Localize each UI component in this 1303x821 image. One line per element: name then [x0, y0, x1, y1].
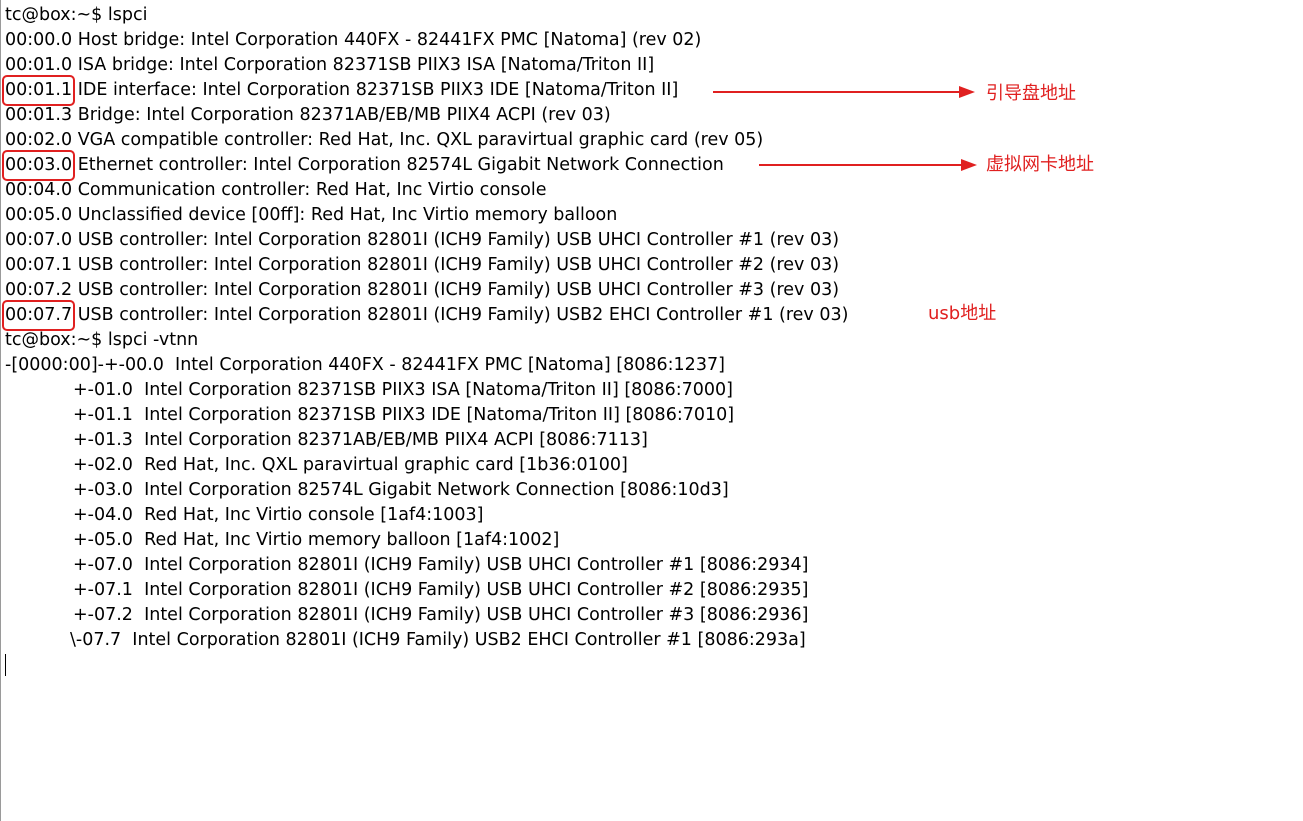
tree-row: +-01.0 Intel Corporation 82371SB PIIX3 I… — [73, 380, 733, 400]
pci-description: Unclassified device [00ff]: Red Hat, Inc… — [72, 205, 618, 225]
pci-description: IDE interface: Intel Corporation 82371SB… — [72, 80, 679, 100]
annotation-nic: 虚拟网卡地址 — [986, 154, 1094, 175]
tree-row: +-05.0 Red Hat, Inc Virtio memory balloo… — [73, 530, 560, 550]
lspci-row: 00:01.1 IDE interface: Intel Corporation… — [1, 75, 679, 106]
prompt-lspci-vtnn: tc@box:~$ lspci -vtnn — [5, 330, 199, 350]
tree-row: +-07.2 Intel Corporation 82801I (ICH9 Fa… — [73, 605, 809, 625]
pci-address-highlighted: 00:01.1 — [1, 75, 76, 106]
pci-address: 00:07.0 — [5, 230, 73, 250]
lspci-row: 00:00.0 Host bridge: Intel Corporation 4… — [5, 28, 701, 53]
tree-root-row: -[0000:00]-+-00.0 Intel Corporation 440F… — [5, 355, 725, 375]
annotation-arrowhead — [959, 86, 975, 98]
prompt-lspci: tc@box:~$ lspci — [5, 5, 148, 25]
annotation-arrowhead — [961, 159, 977, 171]
lspci-row: 00:03.0 Ethernet controller: Intel Corpo… — [1, 150, 724, 181]
lspci-row: 00:04.0 Communication controller: Red Ha… — [5, 178, 546, 203]
lspci-row: 00:01.3 Bridge: Intel Corporation 82371A… — [5, 103, 611, 128]
pci-address: 00:02.0 — [5, 130, 73, 150]
tree-row: +-04.0 Red Hat, Inc Virtio console [1af4… — [73, 505, 484, 525]
lspci-row: 00:02.0 VGA compatible controller: Red H… — [5, 128, 763, 153]
pci-address: 00:00.0 — [5, 30, 73, 50]
lspci-row: 00:01.0 ISA bridge: Intel Corporation 82… — [5, 53, 654, 78]
annotation-arrow-line — [759, 164, 967, 166]
pci-description: VGA compatible controller: Red Hat, Inc.… — [72, 130, 764, 150]
pci-description: USB controller: Intel Corporation 82801I… — [72, 230, 840, 250]
text-cursor — [5, 654, 6, 676]
tree-row: +-07.1 Intel Corporation 82801I (ICH9 Fa… — [73, 580, 809, 600]
annotation-arrow-line — [713, 91, 965, 93]
pci-address: 00:07.1 — [5, 255, 73, 275]
annotation-boot-disk: 引导盘地址 — [986, 83, 1076, 104]
pci-description: USB controller: Intel Corporation 82801I… — [72, 280, 840, 300]
tree-row: +-01.3 Intel Corporation 82371AB/EB/MB P… — [73, 430, 648, 450]
pci-description: Host bridge: Intel Corporation 440FX - 8… — [72, 30, 702, 50]
tree-row: +-07.0 Intel Corporation 82801I (ICH9 Fa… — [73, 555, 809, 575]
lspci-row: 00:07.7 USB controller: Intel Corporatio… — [1, 300, 849, 331]
lspci-row: 00:07.0 USB controller: Intel Corporatio… — [5, 228, 839, 253]
pci-address: 00:04.0 — [5, 180, 73, 200]
pci-description: Bridge: Intel Corporation 82371AB/EB/MB … — [72, 105, 611, 125]
tree-row: +-01.1 Intel Corporation 82371SB PIIX3 I… — [73, 405, 735, 425]
lspci-row: 00:05.0 Unclassified device [00ff]: Red … — [5, 203, 617, 228]
pci-address: 00:05.0 — [5, 205, 73, 225]
pci-address-highlighted: 00:03.0 — [1, 150, 76, 181]
annotation-usb: usb地址 — [928, 303, 997, 324]
lspci-row: 00:07.1 USB controller: Intel Corporatio… — [5, 253, 839, 278]
pci-description: Communication controller: Red Hat, Inc V… — [72, 180, 547, 200]
pci-description: ISA bridge: Intel Corporation 82371SB PI… — [72, 55, 655, 75]
pci-address: 00:01.0 — [5, 55, 73, 75]
tree-row-last: \-07.7 Intel Corporation 82801I (ICH9 Fa… — [70, 630, 806, 650]
pci-address: 00:01.3 — [5, 105, 73, 125]
pci-description: USB controller: Intel Corporation 82801I… — [72, 255, 840, 275]
tree-row: +-03.0 Intel Corporation 82574L Gigabit … — [73, 480, 729, 500]
tree-row: +-02.0 Red Hat, Inc. QXL paravirtual gra… — [73, 455, 628, 475]
pci-address-highlighted: 00:07.7 — [1, 300, 76, 331]
lspci-row: 00:07.2 USB controller: Intel Corporatio… — [5, 278, 839, 303]
pci-address: 00:07.2 — [5, 280, 73, 300]
pci-description: Ethernet controller: Intel Corporation 8… — [72, 155, 724, 175]
pci-description: USB controller: Intel Corporation 82801I… — [72, 305, 849, 325]
